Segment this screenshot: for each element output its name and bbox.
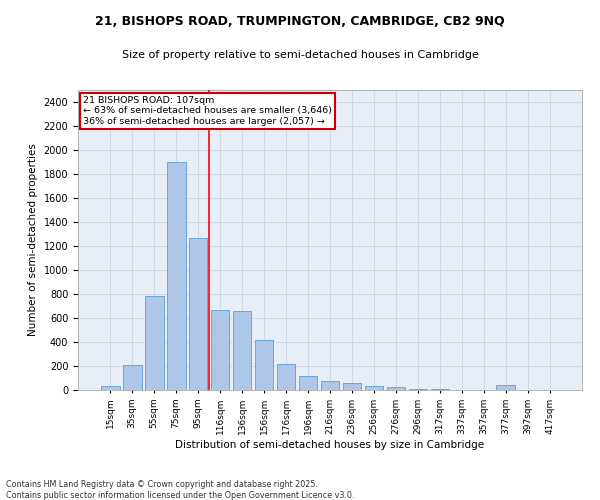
Bar <box>277 364 295 390</box>
Bar <box>299 376 317 390</box>
Bar <box>167 162 185 390</box>
Bar <box>101 386 119 390</box>
Bar <box>409 389 427 390</box>
X-axis label: Distribution of semi-detached houses by size in Cambridge: Distribution of semi-detached houses by … <box>175 440 485 450</box>
Bar <box>145 296 164 390</box>
Text: 21, BISHOPS ROAD, TRUMPINGTON, CAMBRIDGE, CB2 9NQ: 21, BISHOPS ROAD, TRUMPINGTON, CAMBRIDGE… <box>95 15 505 28</box>
Y-axis label: Number of semi-detached properties: Number of semi-detached properties <box>28 144 38 336</box>
Text: Contains HM Land Registry data © Crown copyright and database right 2025.
Contai: Contains HM Land Registry data © Crown c… <box>6 480 355 500</box>
Bar <box>431 389 449 390</box>
Bar <box>123 366 142 390</box>
Bar <box>365 386 383 390</box>
Bar <box>320 381 340 390</box>
Bar <box>343 384 361 390</box>
Bar <box>211 310 229 390</box>
Text: 21 BISHOPS ROAD: 107sqm
← 63% of semi-detached houses are smaller (3,646)
36% of: 21 BISHOPS ROAD: 107sqm ← 63% of semi-de… <box>83 96 332 126</box>
Text: Size of property relative to semi-detached houses in Cambridge: Size of property relative to semi-detach… <box>122 50 478 60</box>
Bar <box>496 385 515 390</box>
Bar <box>255 340 274 390</box>
Bar <box>386 387 405 390</box>
Bar <box>189 238 208 390</box>
Bar <box>233 311 251 390</box>
